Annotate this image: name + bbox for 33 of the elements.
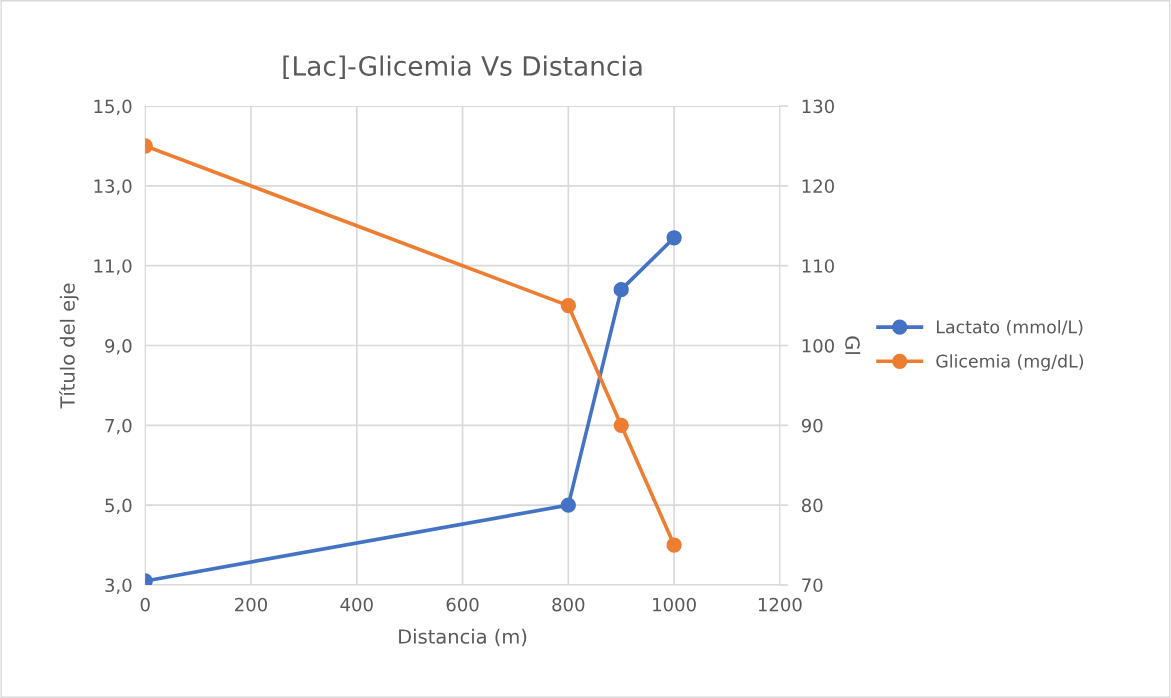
y2-axis-title: Gl <box>845 336 861 354</box>
y2-tick-label: 100 <box>802 338 834 353</box>
x-tick-label: 0 <box>140 597 150 612</box>
legend-label: Lactato (mmol/L) <box>937 320 1083 336</box>
x-tick-label: 200 <box>235 597 268 612</box>
y-tick-label: 11,0 <box>94 259 132 275</box>
x-tick-label: 1000 <box>653 597 696 612</box>
x-tick-label: 600 <box>446 597 479 612</box>
y-tick-label: 5,0 <box>105 498 132 515</box>
point <box>613 282 629 298</box>
y-axis-title: Título del eje <box>59 283 79 409</box>
point <box>666 537 682 553</box>
y-tick-label: 9,0 <box>105 338 132 355</box>
y2-tick-label: 80 <box>801 498 823 513</box>
y2-tick-label: 130 <box>802 99 834 114</box>
x-axis-title: Distancia (m) <box>399 628 527 647</box>
y2-tick-label: 90 <box>801 418 823 433</box>
x-tick-label: 800 <box>552 597 585 612</box>
y2-tick-label: 110 <box>802 259 834 273</box>
point <box>666 230 682 246</box>
chart-title: [Lac]-Glicemia Vs Distancia <box>283 55 642 80</box>
point <box>613 417 629 433</box>
point <box>560 497 576 513</box>
y2-tick-label: 70 <box>802 578 823 593</box>
y-tick-label: 13,0 <box>94 179 132 195</box>
y-tick-label: 15,0 <box>94 99 132 116</box>
x-tick-label: 400 <box>340 597 373 612</box>
y2-tick-label: 120 <box>802 179 834 194</box>
point <box>560 297 576 314</box>
legend-label: Glicemia (mg/dL) <box>936 354 1084 371</box>
y-tick-label: 3,0 <box>105 578 132 594</box>
y-tick-label: 7,0 <box>105 418 132 435</box>
x-tick-label: 1200 <box>758 597 802 612</box>
